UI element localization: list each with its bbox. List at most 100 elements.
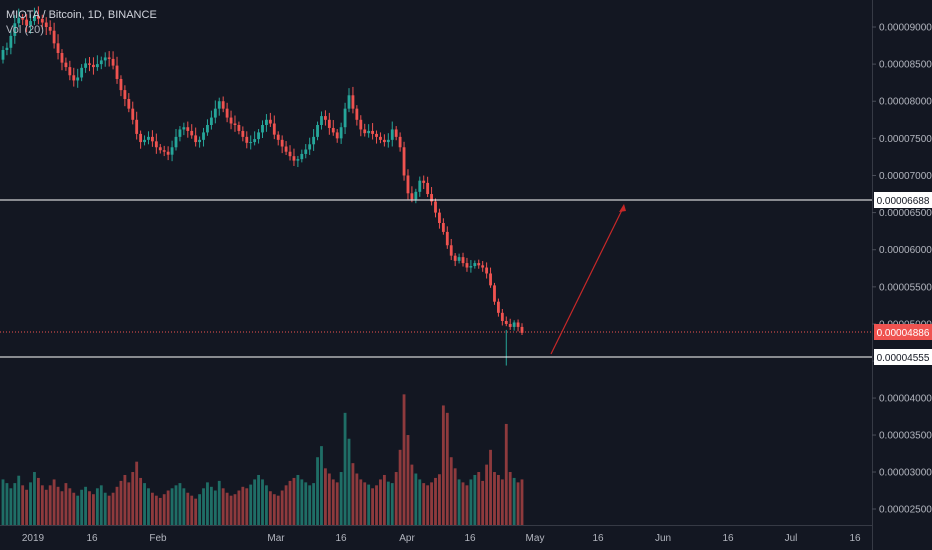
candle: [115, 56, 119, 84]
candle: [241, 126, 245, 142]
candle: [477, 259, 481, 269]
time-axis[interactable]: 2019 16 Feb Mar 16 Apr 16 May 16 Jun 16 Jul 16: [22, 533, 861, 544]
candle: [473, 260, 477, 269]
volume-bars: [1, 394, 524, 525]
price-axis-label: 0.00003000: [879, 468, 932, 479]
candle: [331, 120, 335, 136]
volume-bar: [453, 468, 457, 525]
volume-bar: [449, 457, 453, 525]
candle: [300, 149, 304, 163]
candle: [323, 110, 327, 126]
candle: [92, 57, 95, 75]
volume-bar: [17, 475, 21, 525]
candle: [355, 105, 359, 126]
candle: [198, 136, 202, 148]
volume-indicator-label[interactable]: Vol (20): [6, 24, 44, 36]
candle: [390, 121, 394, 147]
resistance-price-label: 0.00006688: [874, 192, 932, 208]
volume-bar: [182, 488, 186, 525]
volume-bar: [461, 482, 465, 525]
symbol-title[interactable]: MIOTA / Bitcoin, 1D, BINANCE: [6, 9, 157, 21]
volume-bar: [178, 483, 182, 525]
candle: [371, 123, 375, 140]
volume-bar: [36, 477, 40, 525]
candle: [441, 218, 445, 235]
volume-bar: [434, 477, 437, 525]
volume-bar: [465, 485, 469, 525]
volume-bar: [131, 472, 135, 525]
volume-bar: [371, 488, 375, 525]
candle: [1, 46, 5, 64]
volume-bar: [229, 495, 233, 525]
candle: [253, 131, 257, 146]
volume-bar: [209, 486, 213, 525]
time-axis-label: Feb: [149, 533, 167, 544]
candle: [422, 175, 426, 190]
candle: [84, 58, 87, 73]
last-price-text: 0.00004886: [877, 328, 930, 339]
candle: [386, 133, 390, 148]
volume-bar: [84, 486, 87, 525]
candle: [261, 120, 264, 139]
volume-bar: [198, 494, 202, 525]
candle: [292, 148, 296, 166]
volume-bar: [123, 474, 127, 525]
volume-bar: [80, 489, 84, 525]
volume-bar: [312, 483, 316, 525]
candle: [481, 261, 485, 272]
volume-bar: [331, 479, 335, 525]
candle: [375, 130, 378, 144]
chart-legend: MIOTA / Bitcoin, 1D, BINANCE Vol (20): [6, 8, 157, 38]
candle: [398, 132, 402, 152]
volume-bar: [52, 479, 56, 525]
volume-bar: [402, 394, 406, 525]
candle: [363, 123, 367, 137]
candle: [327, 112, 331, 135]
candle: [56, 34, 60, 60]
volume-bar: [139, 477, 143, 525]
volume-bar: [88, 491, 91, 525]
volume-bar: [162, 494, 166, 525]
candle: [29, 14, 32, 34]
volume-bar: [390, 483, 394, 525]
volume-bar: [174, 485, 178, 525]
candle: [304, 144, 308, 159]
candle: [312, 129, 316, 151]
volume-bar: [56, 486, 60, 525]
volume-bar: [398, 449, 402, 525]
volume-bar: [127, 482, 131, 525]
candle: [99, 56, 103, 70]
volume-bar: [438, 474, 441, 525]
candle: [127, 93, 131, 113]
projection-arrow[interactable]: [550, 204, 626, 355]
candle: [465, 257, 469, 272]
candle: [367, 124, 371, 138]
candle: [402, 141, 406, 181]
candle: [103, 52, 107, 67]
candle: [131, 101, 135, 125]
resistance-price-text: 0.00006688: [877, 196, 930, 207]
price-axis-label: 0.00006000: [879, 245, 932, 256]
volume-bar: [158, 497, 162, 525]
candle: [414, 188, 418, 204]
candle: [485, 262, 489, 279]
candle: [461, 252, 465, 267]
price-axis[interactable]: 0.00009000 0.00008500 0.00008000 0.00007500…: [872, 23, 932, 516]
time-axis-label: 16: [464, 533, 476, 544]
volume-bar: [213, 490, 217, 525]
candle: [296, 155, 300, 168]
candle: [162, 145, 166, 157]
candle: [288, 145, 292, 161]
volume-bar: [276, 495, 280, 525]
volume-bar: [9, 488, 13, 525]
volume-bar: [48, 485, 52, 525]
volume-bar: [489, 449, 492, 525]
price-axis-label: 0.00005500: [879, 282, 932, 293]
volume-bar: [504, 423, 508, 525]
candle: [449, 238, 453, 261]
candle: [469, 260, 473, 273]
candle: [359, 115, 363, 137]
candle: [25, 14, 29, 33]
candle: [95, 55, 99, 71]
